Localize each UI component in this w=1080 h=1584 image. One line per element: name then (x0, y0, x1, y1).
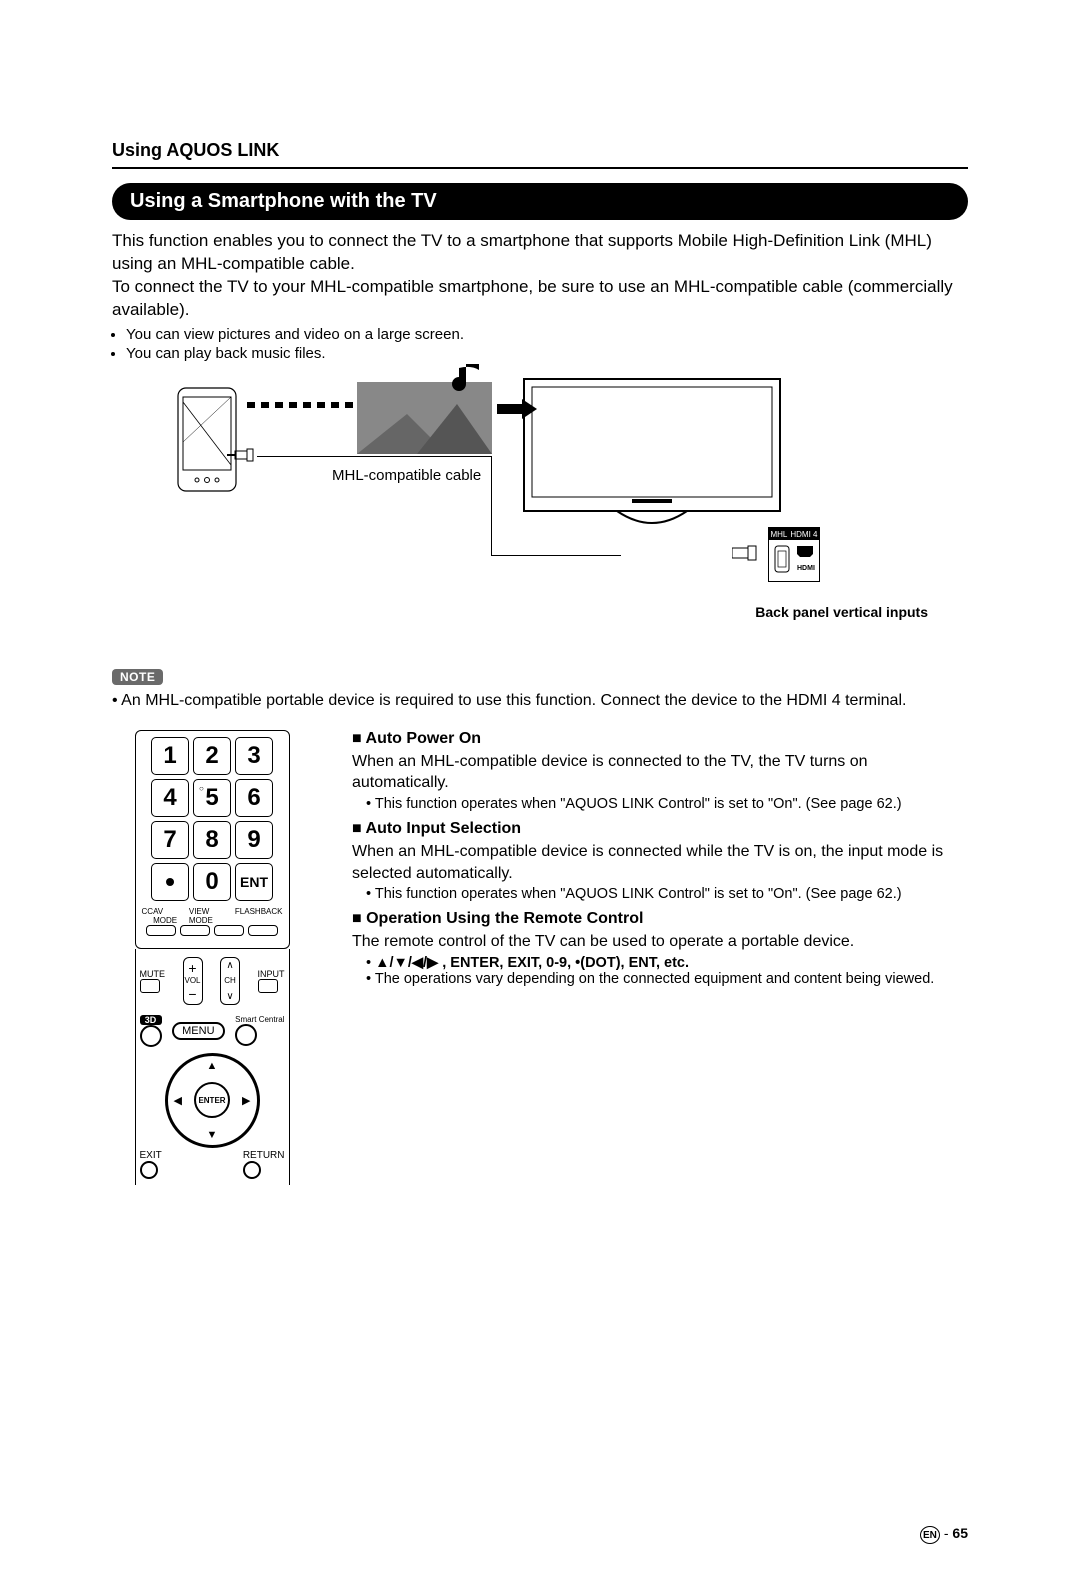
menu-button: MENU (172, 1022, 224, 1040)
remote-pill-button (214, 925, 244, 936)
input-label: INPUT (258, 969, 285, 979)
remote-key-ent: ENT (235, 863, 273, 901)
return-label: RETURN (243, 1150, 285, 1161)
operation-remote-body: The remote control of the TV can be used… (352, 931, 968, 953)
mute-button (140, 979, 160, 993)
remote-dpad: ▲ ▼ ◀ ▶ ENTER (165, 1053, 260, 1148)
port-label-hdmi: HDMI 4 (790, 530, 817, 540)
remote-tiny-flashback: FLASHBACK (235, 907, 283, 925)
auto-input-sub: • This function operates when "AQUOS LIN… (366, 886, 968, 902)
remote-key-3: 3 (235, 737, 273, 775)
note-text: • An MHL-compatible portable device is r… (112, 692, 968, 710)
intro-bullet: You can view pictures and video on a lar… (126, 326, 968, 343)
auto-input-heading: Auto Input Selection (352, 820, 968, 838)
detail-text-column: Auto Power On When an MHL-compatible dev… (352, 730, 968, 1185)
remote-lower-block: MUTE +VOL− ∧CH∨ INPUT 3D MENU (135, 949, 290, 1185)
auto-power-on-body: When an MHL-compatible device is connect… (352, 751, 968, 794)
return-button (243, 1161, 261, 1179)
operation-remote-keys: • ▲/▼/◀/▶ , ENTER, EXIT, 0-9, •(DOT), EN… (366, 955, 968, 971)
exit-label: EXIT (140, 1150, 162, 1161)
3d-label: 3D (140, 1015, 162, 1025)
page-number: 65 (952, 1525, 968, 1541)
back-panel-label: Back panel vertical inputs (755, 604, 928, 620)
cable-connector-icon (227, 447, 257, 467)
intro-bullets: You can view pictures and video on a lar… (112, 326, 968, 362)
remote-key-6: 6 (235, 779, 273, 817)
remote-illustration: 1 2 3 4 ○5 6 7 8 9 • 0 ENT (112, 730, 312, 1185)
svg-text:HDMI: HDMI (797, 565, 815, 572)
lang-badge: EN (920, 1526, 940, 1544)
remote-key-7: 7 (151, 821, 189, 859)
remote-key-0: 0 (193, 863, 231, 901)
tv-icon (522, 377, 782, 537)
remote-pill-button (146, 925, 176, 936)
remote-key-4: 4 (151, 779, 189, 817)
breadcrumb: Using AQUOS LINK (112, 140, 968, 161)
remote-key-5: ○5 (193, 779, 231, 817)
smart-central-label: Smart Central (235, 1016, 284, 1024)
cable-plug-icon (732, 544, 762, 564)
hdmi-port-box: MHL HDMI 4 HDMI (768, 527, 820, 582)
remote-key-9: 9 (235, 821, 273, 859)
auto-power-on-sub: • This function operates when "AQUOS LIN… (366, 796, 968, 812)
remote-pill-button (180, 925, 210, 936)
remote-keypad: 1 2 3 4 ○5 6 7 8 9 • 0 ENT (135, 730, 290, 949)
media-image-icon (357, 364, 492, 454)
intro-bullet: You can play back music files. (126, 345, 968, 362)
intro-para-2: To connect the TV to your MHL-compatible… (112, 276, 968, 322)
remote-key-2: 2 (193, 737, 231, 775)
remote-key-8: 8 (193, 821, 231, 859)
input-button (258, 979, 278, 993)
note-badge: NOTE (112, 669, 163, 685)
auto-power-on-heading: Auto Power On (352, 730, 968, 748)
dashed-line (247, 402, 353, 408)
mute-label: MUTE (140, 969, 166, 979)
exit-button (140, 1161, 158, 1179)
remote-pill-button (248, 925, 278, 936)
smart-central-button (235, 1024, 257, 1046)
3d-button (140, 1025, 162, 1047)
port-label-mhl: MHL (770, 530, 787, 540)
section-heading-pill: Using a Smartphone with the TV (112, 183, 968, 220)
cable-line (257, 456, 492, 457)
remote-tiny-cc: CC (142, 907, 154, 925)
remote-tiny-avmode: AV MODE (153, 907, 189, 925)
note-block: NOTE (112, 666, 968, 686)
auto-input-body: When an MHL-compatible device is connect… (352, 841, 968, 884)
ch-rocker: ∧CH∨ (220, 957, 240, 1005)
smartphone-icon (177, 387, 237, 492)
intro-para-1: This function enables you to connect the… (112, 230, 968, 276)
operation-remote-sub2: • The operations vary depending on the c… (366, 971, 968, 987)
cable-label: MHL-compatible cable (332, 467, 481, 484)
hdmi-port-icon: HDMI (769, 540, 819, 580)
enter-button: ENTER (194, 1082, 230, 1118)
page-footer: EN - 65 (112, 1525, 968, 1544)
operation-remote-heading: Operation Using the Remote Control (352, 910, 968, 928)
cable-line-v (491, 456, 492, 556)
connection-diagram: MHL-compatible cable MHL HDMI 4 HDMI Bac… (112, 372, 968, 662)
vol-rocker: +VOL− (183, 957, 203, 1005)
remote-key-1: 1 (151, 737, 189, 775)
divider (112, 167, 968, 169)
remote-tiny-viewmode: VIEW MODE (189, 907, 235, 925)
remote-key-dot: • (151, 863, 189, 901)
cable-line-h2 (491, 555, 621, 556)
